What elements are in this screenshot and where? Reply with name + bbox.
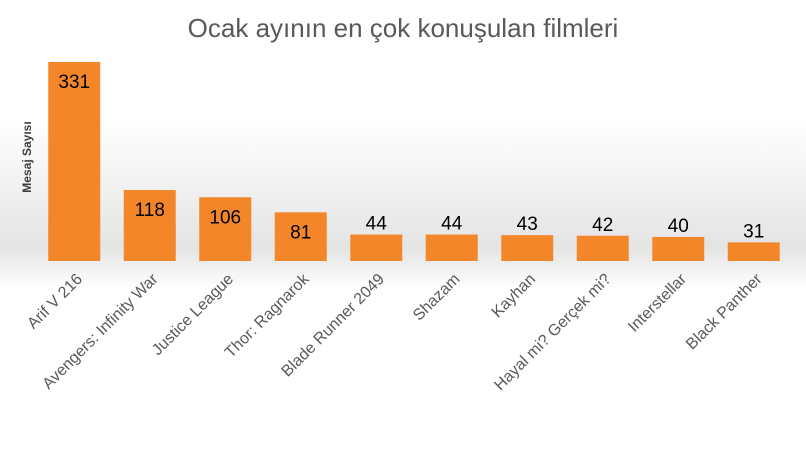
y-axis-title: Mesaj Sayısı xyxy=(20,121,34,192)
value-label: 118 xyxy=(135,200,165,221)
value-label: 40 xyxy=(668,216,689,237)
value-label: 42 xyxy=(592,215,613,236)
bar xyxy=(48,62,101,261)
value-label: 31 xyxy=(743,221,764,242)
value-label: 44 xyxy=(366,214,388,235)
bar xyxy=(727,242,780,261)
bar xyxy=(501,235,554,261)
bar xyxy=(425,234,478,261)
bar xyxy=(274,212,327,261)
value-label: 44 xyxy=(441,214,463,235)
plot-background xyxy=(0,120,806,290)
value-label: 331 xyxy=(58,72,90,93)
value-label: 43 xyxy=(517,214,538,235)
bar xyxy=(123,190,176,261)
bar xyxy=(199,197,252,261)
bar xyxy=(576,235,629,261)
value-label: 81 xyxy=(290,222,311,243)
bar xyxy=(652,236,705,261)
chart-title: Ocak ayının en çok konuşulan filmleri xyxy=(188,13,619,43)
bar xyxy=(350,234,403,261)
value-label: 106 xyxy=(209,207,241,228)
